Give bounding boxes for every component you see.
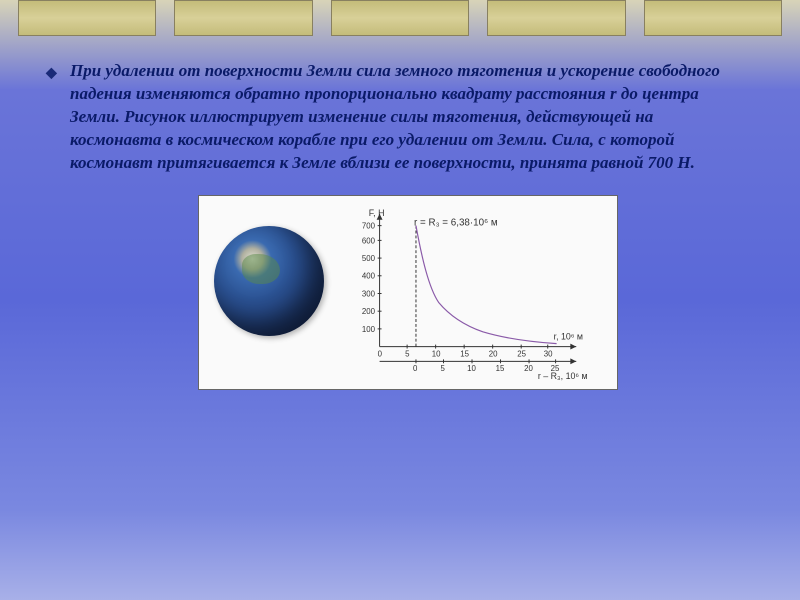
slide-body: ◆ При удалении от поверхности Земли сила… xyxy=(0,40,800,400)
x-title-top-vis: r, 10⁶ м xyxy=(553,331,582,341)
decorative-top-bars xyxy=(0,0,800,40)
decor-bar xyxy=(331,0,469,36)
svg-text:10: 10 xyxy=(431,349,440,358)
chart-formula: r = R₃ = 6,38·10⁶ м xyxy=(414,217,498,228)
svg-text:5: 5 xyxy=(440,364,445,373)
svg-text:10: 10 xyxy=(467,364,476,373)
main-paragraph: При удалении от поверхности Земли сила з… xyxy=(70,60,745,175)
svg-text:20: 20 xyxy=(524,364,533,373)
x-arrow-bottom xyxy=(570,358,576,364)
decor-bar xyxy=(487,0,625,36)
figure-container: F, H r = R₃ = 6,38·10⁶ м 100 200 300 400… xyxy=(198,195,618,390)
y-ticks: 100 200 300 400 500 600 700 xyxy=(361,221,381,333)
svg-text:500: 500 xyxy=(361,254,375,263)
decor-bar xyxy=(174,0,312,36)
svg-text:600: 600 xyxy=(361,236,375,245)
svg-text:0: 0 xyxy=(377,349,382,358)
svg-text:25: 25 xyxy=(517,349,526,358)
decor-bar xyxy=(644,0,782,36)
svg-text:200: 200 xyxy=(361,307,375,316)
y-axis-title: F, H xyxy=(368,207,384,217)
svg-text:0: 0 xyxy=(413,364,418,373)
x-title-bottom-vis: r – R₃, 10⁶ м xyxy=(537,371,587,381)
force-distance-chart: F, H r = R₃ = 6,38·10⁶ м 100 200 300 400… xyxy=(334,196,617,389)
svg-text:700: 700 xyxy=(361,221,375,230)
bullet-icon: ◆ xyxy=(46,65,57,84)
svg-text:15: 15 xyxy=(460,349,469,358)
svg-text:400: 400 xyxy=(361,271,375,280)
svg-text:20: 20 xyxy=(488,349,497,358)
decor-bar xyxy=(18,0,156,36)
earth-globe xyxy=(214,226,324,336)
svg-text:100: 100 xyxy=(361,325,375,334)
svg-text:5: 5 xyxy=(405,349,410,358)
svg-text:300: 300 xyxy=(361,289,375,298)
gravity-curve xyxy=(415,225,556,343)
x-arrow xyxy=(570,343,576,349)
svg-text:15: 15 xyxy=(495,364,504,373)
svg-text:30: 30 xyxy=(543,349,552,358)
